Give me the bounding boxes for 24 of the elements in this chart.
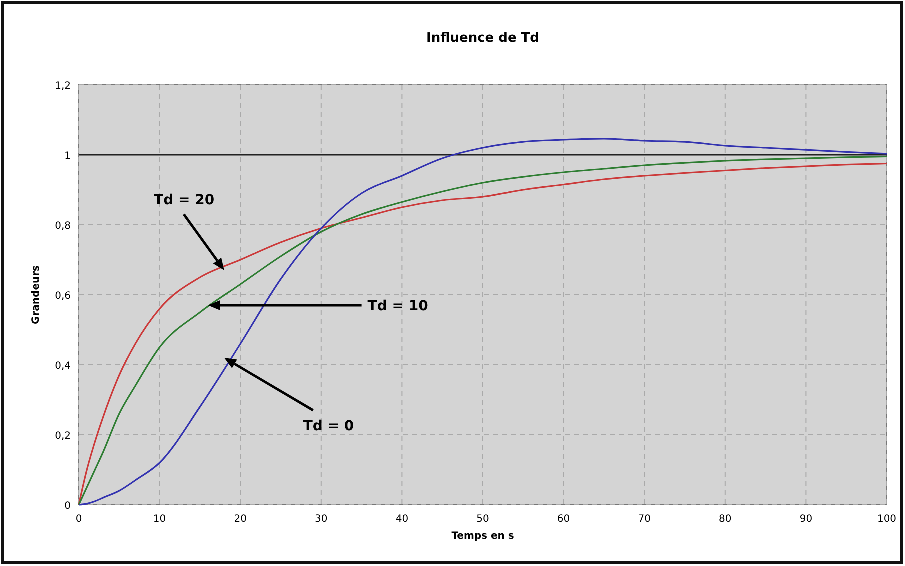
x-tick-label: 20 xyxy=(234,514,247,525)
x-tick-label: 100 xyxy=(877,514,897,525)
y-tick-label: 0 xyxy=(64,501,71,512)
y-tick-label: 1 xyxy=(64,151,71,162)
y-axis-title: Grandeurs xyxy=(31,265,42,324)
y-tick-label: 0,8 xyxy=(55,221,71,232)
x-tick-label: 70 xyxy=(638,514,651,525)
x-tick-label: 0 xyxy=(76,514,82,525)
x-tick-label: 10 xyxy=(153,514,166,525)
annotation: Td = 20 xyxy=(154,192,215,208)
y-tick-label: 0,4 xyxy=(55,361,71,372)
chart-title: Influence de Td xyxy=(426,31,540,46)
x-tick-label: 40 xyxy=(396,514,409,525)
x-tick-label: 80 xyxy=(719,514,732,525)
annotation: Td = 0 xyxy=(303,418,354,434)
annotation: Td = 10 xyxy=(368,298,429,314)
x-tick-label: 30 xyxy=(315,514,328,525)
x-tick-label: 60 xyxy=(557,514,570,525)
x-axis-title: Temps en s xyxy=(452,531,514,542)
y-tick-label: 0,2 xyxy=(55,431,71,442)
x-tick-label: 50 xyxy=(476,514,490,525)
y-tick-label: 0,6 xyxy=(55,291,71,302)
x-tick-label: 90 xyxy=(800,514,813,525)
y-tick-label: 1,2 xyxy=(55,81,71,92)
